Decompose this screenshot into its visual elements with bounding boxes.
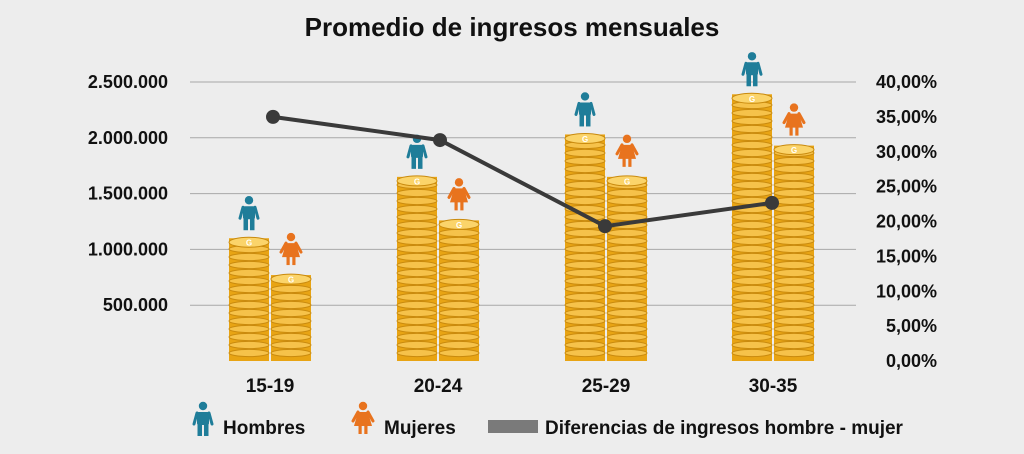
legend-diferencias: Diferencias de ingresos hombre - mujer — [545, 418, 904, 439]
coin-label: G — [749, 95, 755, 104]
woman-icon — [447, 178, 471, 211]
bar-hombres: G — [396, 175, 438, 361]
legend-mujeres: Mujeres — [384, 418, 456, 439]
bar-mujeres: G — [773, 144, 815, 361]
legend: Hombres Mujeres Diferencias de ingresos ho… — [192, 401, 904, 439]
legend-line-swatch — [488, 420, 538, 433]
category-label: 25-29 — [582, 376, 631, 397]
man-icon — [238, 196, 260, 231]
category-label: 30-35 — [749, 376, 798, 397]
difference-point — [765, 195, 779, 210]
difference-line-path — [272, 114, 773, 229]
coin-label: G — [624, 177, 630, 186]
category-label: 20-24 — [414, 376, 463, 397]
x-axis-categories: 15-19 20-24 25-29 30-35 — [246, 376, 798, 397]
bar-mujeres: G — [270, 273, 312, 361]
bar-hombres: G — [564, 132, 606, 361]
y-left-tick-label: 500.000 — [103, 295, 168, 315]
bar-mujeres: G — [438, 218, 480, 361]
woman-icon — [279, 232, 303, 266]
coin-label: G — [288, 276, 294, 285]
chart-title: Promedio de ingresos mensuales — [305, 12, 720, 42]
y-right-tick-label: 35,00% — [876, 107, 937, 127]
coin-label: G — [456, 221, 462, 230]
legend-man-icon — [192, 401, 214, 436]
coin-label: G — [791, 146, 797, 155]
bars: G G G G G G G G — [228, 92, 815, 361]
bar-mujeres: G — [606, 175, 648, 361]
difference-line — [266, 109, 779, 234]
woman-icon — [615, 134, 639, 167]
y-right-tick-label: 25,00% — [876, 177, 937, 197]
y-right-tick-label: 15,00% — [876, 246, 937, 266]
difference-point — [266, 109, 280, 124]
y-right-tick-label: 10,00% — [876, 281, 937, 301]
category-label: 15-19 — [246, 376, 295, 397]
y-left-tick-label: 2.000.000 — [88, 128, 168, 148]
coin-label: G — [414, 177, 420, 186]
y-right-tick-label: 30,00% — [876, 142, 937, 162]
y-left-tick-label: 1.500.000 — [88, 184, 168, 204]
coin-label: G — [582, 135, 588, 144]
man-icon — [574, 92, 596, 127]
man-icon — [741, 52, 763, 87]
bar-hombres: G — [731, 92, 773, 361]
woman-icon — [782, 103, 806, 136]
y-right-tick-label: 0,00% — [886, 351, 937, 371]
y-left-tick-label: 1.000.000 — [88, 239, 168, 259]
y-right-tick-label: 5,00% — [886, 316, 937, 336]
difference-point — [598, 219, 612, 234]
coin-label: G — [246, 239, 252, 248]
legend-woman-icon — [351, 401, 375, 434]
y-axis-left: 500.000 1.000.000 1.500.000 2.000.000 2.500.… — [88, 72, 168, 315]
y-right-tick-label: 20,00% — [876, 212, 937, 232]
people-icons — [238, 52, 806, 266]
legend-hombres: Hombres — [223, 418, 305, 439]
y-axis-right: 0,00% 5,00% 10,00% 15,00% 20,00% 25,00% 30,00%… — [876, 72, 937, 371]
y-left-tick-label: 2.500.000 — [88, 72, 168, 92]
difference-point — [433, 133, 447, 148]
y-right-tick-label: 40,00% — [876, 72, 937, 92]
bar-hombres: G — [228, 236, 270, 361]
